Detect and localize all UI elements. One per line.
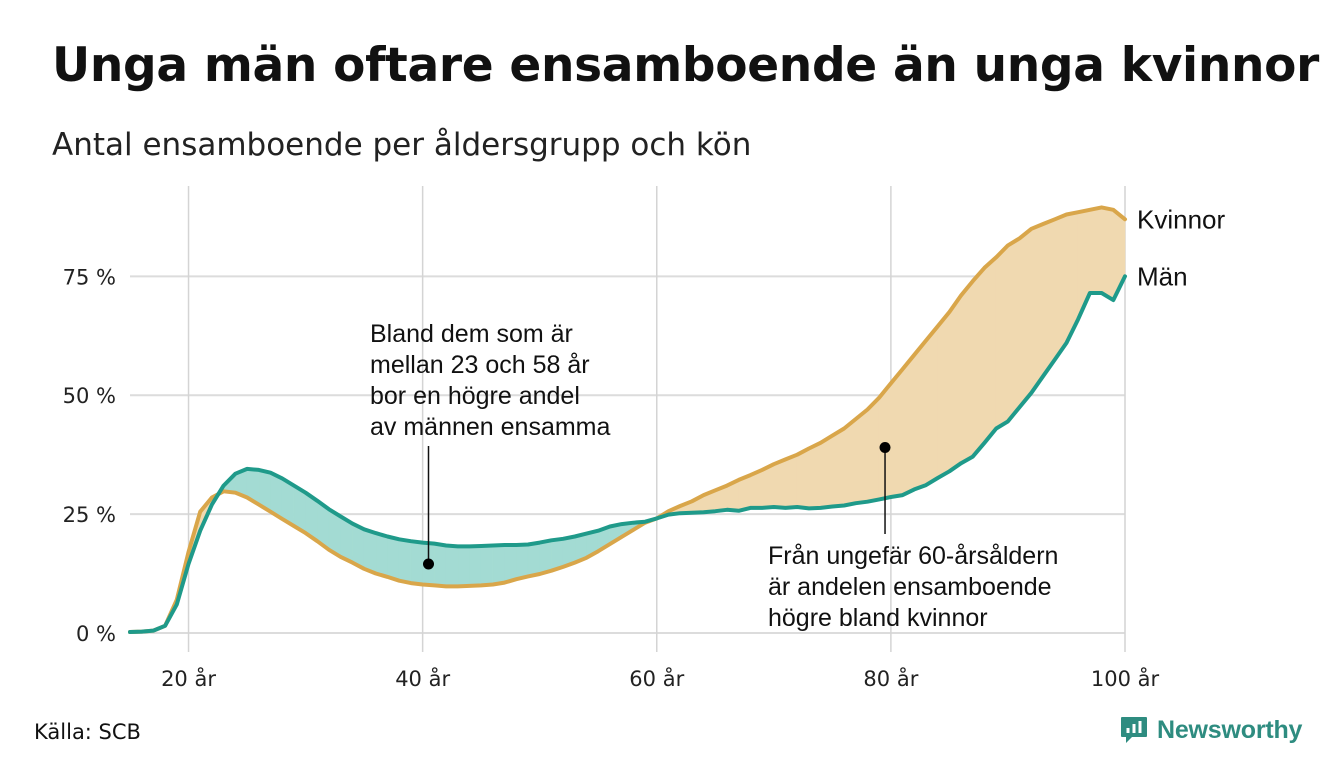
difference-area-segment xyxy=(527,542,541,577)
difference-area-segment xyxy=(773,458,786,509)
x-tick-label: 80 år xyxy=(863,666,918,691)
difference-area-segment xyxy=(972,267,985,458)
chart-title: Unga män oftare ensamboende än unga kvin… xyxy=(52,38,1320,93)
y-tick-label: 0 % xyxy=(76,622,116,646)
difference-area-segment xyxy=(539,539,552,575)
x-tick-label: 40 år xyxy=(395,666,450,691)
difference-area-segment xyxy=(984,256,997,444)
x-tick-label: 20 år xyxy=(161,666,216,691)
difference-area-segment xyxy=(1007,237,1020,423)
x-tick-label: 100 år xyxy=(1091,666,1160,691)
difference-area-segment xyxy=(410,540,423,585)
difference-area-segment xyxy=(375,532,388,578)
brand-logo: Newsworthy xyxy=(1119,714,1302,746)
chart-subtitle: Antal ensamboende per åldersgrupp och kö… xyxy=(52,127,752,163)
annotations: Bland dem som är mellan 23 och 58 år bor e… xyxy=(370,320,1058,632)
difference-area-segment xyxy=(925,325,939,486)
difference-area-segment xyxy=(1101,207,1114,301)
difference-area-segment xyxy=(1031,223,1044,394)
difference-areas xyxy=(164,207,1126,626)
difference-area-segment xyxy=(1042,218,1056,378)
difference-area-segment xyxy=(937,311,950,479)
difference-area-segment xyxy=(469,545,482,587)
difference-area-segment xyxy=(902,353,915,496)
difference-area-segment xyxy=(1089,207,1102,294)
difference-area-segment xyxy=(960,280,974,464)
difference-area-segment xyxy=(995,244,1009,430)
newsworthy-logo-icon xyxy=(1121,717,1147,743)
difference-area-segment xyxy=(492,544,505,585)
series-lines: Kvinnor Män xyxy=(128,204,1225,634)
difference-area-segment xyxy=(949,294,962,472)
series-line-man xyxy=(128,274,1127,634)
brand-name: Newsworthy xyxy=(1157,715,1303,744)
difference-area-segment xyxy=(1054,214,1067,361)
annotation-text-line: mellan 23 och 58 år xyxy=(370,351,590,379)
annotation-text-line: av männen ensamma xyxy=(370,413,611,441)
difference-area-segment xyxy=(843,418,857,506)
x-tick-label: 60 år xyxy=(629,666,684,691)
annotation-dot xyxy=(879,442,891,454)
difference-area-segment xyxy=(457,546,470,587)
annotation-text-line: bor en högre andel xyxy=(370,382,580,410)
annotation-text-line: högre bland kvinnor xyxy=(768,604,988,632)
difference-area-segment xyxy=(504,544,517,583)
difference-area-segment xyxy=(855,408,868,504)
axis-ticks: 0 % 25 % 50 % 75 % 20 år 40 år 60 år 80 år 100 å… xyxy=(63,265,1160,691)
difference-area-segment xyxy=(820,435,833,509)
y-tick-label: 25 % xyxy=(63,503,116,527)
difference-area-segment xyxy=(785,454,798,509)
difference-area-segment xyxy=(796,448,810,509)
series-line-kvinnor xyxy=(128,205,1127,634)
line-chart: Kvinnor Män 0 % 25 % 50 % 75 % 20 år 40 år 60 å… xyxy=(63,186,1225,691)
y-tick-label: 75 % xyxy=(63,265,116,289)
y-tick-label: 50 % xyxy=(63,384,116,408)
difference-area-segment xyxy=(808,442,821,509)
difference-area-segment xyxy=(913,339,927,490)
source-note: Källa: SCB xyxy=(34,720,141,744)
annotation-text-line: Bland dem som är xyxy=(370,320,573,348)
annotation-text-line: är andelen ensamboende xyxy=(768,573,1052,601)
difference-area-segment xyxy=(387,536,400,582)
annotation-text-line: Från ungefär 60-årsåldern xyxy=(768,542,1058,570)
difference-area-segment xyxy=(480,545,494,586)
difference-area-segment xyxy=(1019,228,1032,408)
series-label: Män xyxy=(1137,261,1188,291)
annotation-dot xyxy=(423,558,434,570)
difference-area-segment xyxy=(363,528,377,574)
difference-area-segment xyxy=(515,544,529,580)
difference-area-segment xyxy=(832,427,845,507)
difference-area-segment xyxy=(398,538,412,584)
series-label: Kvinnor xyxy=(1137,204,1225,234)
difference-area-segment xyxy=(445,545,459,587)
difference-area-segment xyxy=(867,396,880,503)
difference-area-segment xyxy=(890,368,903,498)
difference-area-segment xyxy=(434,543,447,587)
